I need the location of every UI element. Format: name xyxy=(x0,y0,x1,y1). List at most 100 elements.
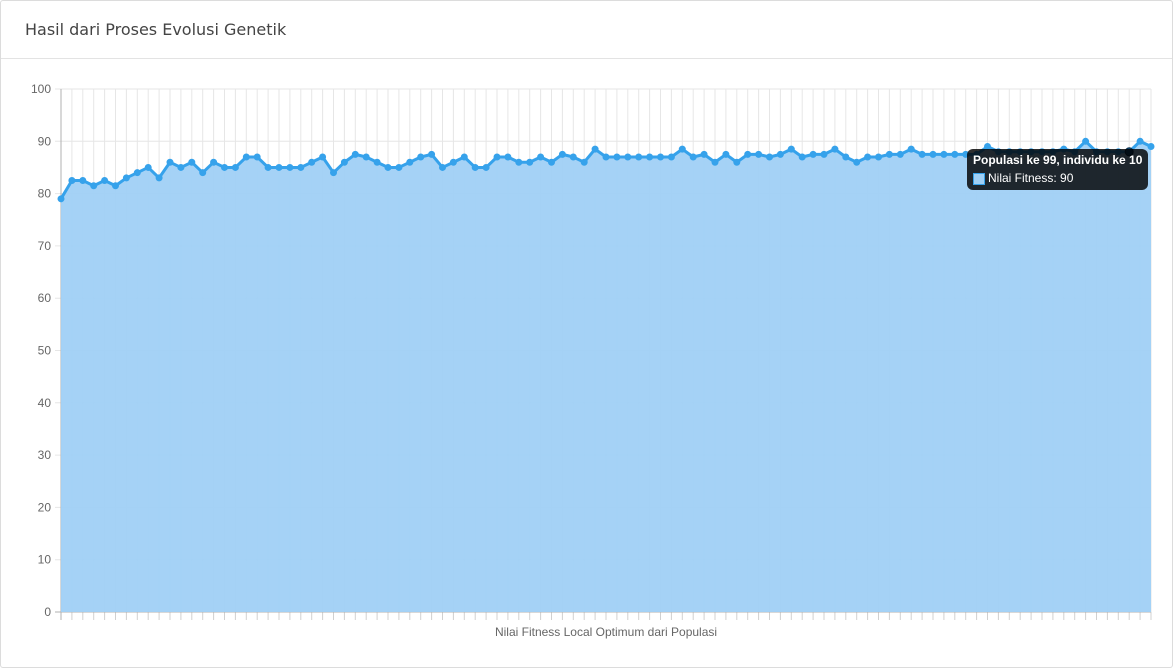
data-point[interactable] xyxy=(406,158,414,166)
data-point[interactable] xyxy=(264,163,272,171)
data-point[interactable] xyxy=(831,145,839,153)
data-point[interactable] xyxy=(493,153,501,161)
data-point[interactable] xyxy=(449,158,457,166)
data-point[interactable] xyxy=(90,182,98,190)
data-point[interactable] xyxy=(657,153,664,161)
data-point[interactable] xyxy=(351,150,359,158)
data-point[interactable] xyxy=(319,153,327,161)
data-point[interactable] xyxy=(144,163,152,171)
data-point[interactable] xyxy=(417,153,425,161)
data-point[interactable] xyxy=(133,169,141,177)
data-point[interactable] xyxy=(199,169,207,177)
data-point[interactable] xyxy=(820,150,828,158)
data-point[interactable] xyxy=(853,158,861,166)
data-point[interactable] xyxy=(744,150,752,158)
data-point[interactable] xyxy=(700,150,708,158)
data-point[interactable] xyxy=(515,158,523,166)
data-point[interactable] xyxy=(112,182,119,190)
data-point[interactable] xyxy=(504,153,512,161)
data-point[interactable] xyxy=(122,174,130,182)
data-point[interactable] xyxy=(210,158,218,166)
data-point[interactable] xyxy=(918,150,926,158)
data-point[interactable] xyxy=(624,153,632,161)
data-point[interactable] xyxy=(667,153,675,161)
y-tick-label: 30 xyxy=(38,448,52,462)
data-point[interactable] xyxy=(526,158,534,166)
data-point[interactable] xyxy=(548,158,555,166)
data-point[interactable] xyxy=(1136,137,1144,145)
data-point[interactable] xyxy=(689,153,697,161)
data-point[interactable] xyxy=(722,150,730,158)
data-point[interactable] xyxy=(253,153,261,161)
data-point[interactable] xyxy=(907,145,915,153)
x-axis-title: Nilai Fitness Local Optimum dari Populas… xyxy=(495,625,717,639)
data-point[interactable] xyxy=(231,163,239,171)
data-point[interactable] xyxy=(929,150,937,158)
data-point[interactable] xyxy=(755,150,763,158)
tooltip-color-swatch xyxy=(973,172,985,185)
data-point[interactable] xyxy=(221,163,228,171)
data-point[interactable] xyxy=(384,163,392,171)
y-tick-label: 60 xyxy=(38,291,52,305)
data-point[interactable] xyxy=(809,150,817,158)
data-point[interactable] xyxy=(297,163,305,171)
data-point[interactable] xyxy=(864,153,872,161)
data-point[interactable] xyxy=(188,158,196,166)
data-point[interactable] xyxy=(330,169,337,177)
card-title: Hasil dari Proses Evolusi Genetik xyxy=(25,20,287,39)
tooltip-row: Nilai Fitness: 90 xyxy=(973,171,1142,186)
data-point[interactable] xyxy=(275,163,283,171)
data-point[interactable] xyxy=(362,153,370,161)
data-point[interactable] xyxy=(1147,143,1155,151)
data-point[interactable] xyxy=(439,163,446,171)
data-point[interactable] xyxy=(591,145,599,153)
y-tick-label: 40 xyxy=(38,396,52,410)
data-point[interactable] xyxy=(1082,137,1090,145)
tooltip-title: Populasi ke 99, individu ke 10 xyxy=(973,153,1143,167)
data-point[interactable] xyxy=(885,150,893,158)
y-tick-label: 80 xyxy=(38,187,52,201)
card-header: Hasil dari Proses Evolusi Genetik xyxy=(1,1,1172,59)
data-point[interactable] xyxy=(537,153,545,161)
tooltip-label: Nilai Fitness: 90 xyxy=(988,171,1074,185)
data-point[interactable] xyxy=(776,150,784,158)
data-point[interactable] xyxy=(155,174,163,182)
y-tick-label: 100 xyxy=(31,82,51,96)
data-point[interactable] xyxy=(646,153,654,161)
y-tick-label: 70 xyxy=(38,239,52,253)
data-point[interactable] xyxy=(875,153,882,161)
data-point[interactable] xyxy=(602,153,610,161)
data-point[interactable] xyxy=(373,158,381,166)
data-point[interactable] xyxy=(428,150,436,158)
data-point[interactable] xyxy=(395,163,403,171)
data-point[interactable] xyxy=(787,145,795,153)
data-point[interactable] xyxy=(242,153,250,161)
data-point[interactable] xyxy=(340,158,348,166)
data-point[interactable] xyxy=(613,153,621,161)
data-point[interactable] xyxy=(798,153,806,161)
data-point[interactable] xyxy=(68,177,76,185)
data-point[interactable] xyxy=(842,153,850,161)
data-point[interactable] xyxy=(678,145,686,153)
data-point[interactable] xyxy=(940,150,948,158)
data-point[interactable] xyxy=(569,153,577,161)
data-point[interactable] xyxy=(733,158,741,166)
data-point[interactable] xyxy=(635,153,643,161)
data-point[interactable] xyxy=(79,177,87,185)
data-point[interactable] xyxy=(166,158,174,166)
data-point[interactable] xyxy=(308,158,316,166)
data-point[interactable] xyxy=(580,158,588,166)
data-point[interactable] xyxy=(177,163,185,171)
data-point[interactable] xyxy=(286,163,294,171)
data-point[interactable] xyxy=(57,195,65,203)
data-point[interactable] xyxy=(558,150,566,158)
data-point[interactable] xyxy=(471,163,479,171)
data-point[interactable] xyxy=(766,153,773,161)
data-point[interactable] xyxy=(711,158,719,166)
data-point[interactable] xyxy=(482,163,490,171)
data-point[interactable] xyxy=(101,177,109,185)
data-point[interactable] xyxy=(460,153,468,161)
data-point[interactable] xyxy=(896,150,904,158)
data-point[interactable] xyxy=(951,150,959,158)
